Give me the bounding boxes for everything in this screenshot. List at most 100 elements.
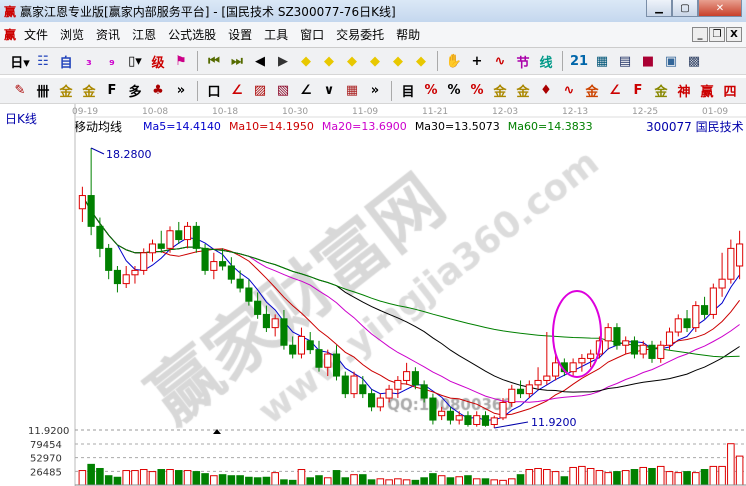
menu-item[interactable]: 设置 <box>228 28 253 42</box>
toolbar-button-icon[interactable]: ◆ <box>370 53 380 69</box>
toolbar-button-icon[interactable]: ☷ <box>37 53 49 69</box>
candle-body <box>376 397 384 408</box>
toolbar-button-icon[interactable]: ⏭ <box>231 53 243 69</box>
toolbar-button-icon[interactable]: » <box>176 83 186 98</box>
candle-body <box>648 344 656 359</box>
toolbar-button-icon[interactable]: 口 <box>207 85 221 100</box>
close-button[interactable]: ✕ <box>698 0 742 17</box>
toolbar-button-icon[interactable]: 日▾ <box>10 55 30 71</box>
toolbar-button-icon[interactable]: ◆ <box>301 53 311 69</box>
toolbar-button-icon[interactable]: F <box>107 83 117 98</box>
toolbar-button-icon[interactable]: F <box>633 83 643 98</box>
mdi-minimize-button[interactable]: _ <box>692 27 708 42</box>
toolbar-button-icon[interactable]: ▯▾ <box>128 53 142 69</box>
mdi-close-button[interactable]: X <box>726 27 742 42</box>
toolbar-button-icon[interactable]: 金 <box>82 85 96 100</box>
menu-item[interactable]: 资讯 <box>96 28 121 42</box>
candle-body <box>700 305 709 315</box>
toolbar-button-icon[interactable]: 金 <box>516 85 530 100</box>
toolbar-button-icon[interactable]: 自 <box>59 55 73 71</box>
toolbar-button-icon[interactable]: ▣ <box>664 53 678 69</box>
candle-body <box>657 344 665 359</box>
toolbar-button-icon[interactable]: 节 <box>516 55 530 71</box>
maximize-button[interactable]: ▢ <box>672 0 698 17</box>
toolbar-button-icon[interactable]: 金 <box>493 85 507 100</box>
candle-body <box>490 417 498 425</box>
toolbar-button-icon[interactable]: ∠ <box>231 83 243 98</box>
candle-body <box>578 357 586 364</box>
candle-body <box>297 335 306 355</box>
toolbar-button-icon[interactable]: 多 <box>128 85 142 100</box>
toolbar-button-icon[interactable]: ▧ <box>276 83 290 98</box>
toolbar-button-icon[interactable]: » <box>370 83 380 98</box>
toolbar-button-icon[interactable]: ◆ <box>347 53 357 69</box>
menu-item[interactable]: 帮助 <box>396 28 421 42</box>
menu-logo: 赢 <box>4 28 17 42</box>
toolbar-button-icon[interactable]: ◆ <box>416 53 426 69</box>
toolbar-button-icon[interactable]: % <box>424 83 438 98</box>
volume-bar <box>709 465 718 486</box>
toolbar-button-icon[interactable]: ▨ <box>253 83 267 98</box>
candle-body <box>350 375 358 395</box>
mdi-restore-button[interactable]: ❐ <box>709 27 725 42</box>
toolbar-button-icon[interactable]: 目 <box>401 85 415 100</box>
volume-bar <box>122 470 130 486</box>
candle-body <box>166 230 174 249</box>
toolbar-button-icon[interactable]: ⏮ <box>208 53 220 69</box>
toolbar-button-icon[interactable]: ♣ <box>152 83 164 98</box>
toolbar-button-icon[interactable]: ◀ <box>255 53 265 69</box>
toolbar-button-icon[interactable]: ◆ <box>324 53 334 69</box>
toolbar-button-icon[interactable]: 级 <box>151 55 165 71</box>
toolbar-button-icon[interactable]: ▤ <box>618 53 632 69</box>
toolbar-button-icon[interactable]: 线 <box>539 55 553 71</box>
toolbar-button-icon[interactable]: 神 <box>677 85 691 100</box>
toolbar-button-icon[interactable]: ✋ <box>445 53 463 69</box>
toolbar-button-icon[interactable]: ♦ <box>540 83 552 98</box>
toolbar-button-icon[interactable]: + <box>471 53 483 69</box>
toolbar-button-icon[interactable]: ₃ <box>86 53 92 69</box>
candle-body <box>140 252 148 271</box>
menu-item[interactable]: 交易委托 <box>336 28 385 42</box>
menu-item[interactable]: 江恩 <box>132 28 157 42</box>
toolbar-button-icon[interactable]: ∠ <box>609 83 621 98</box>
toolbar-button-icon[interactable]: ▶ <box>278 53 288 69</box>
menu-item[interactable]: 文件 <box>24 28 49 42</box>
volume-bar <box>350 474 358 486</box>
toolbar-button-icon[interactable]: ∨ <box>323 83 335 98</box>
toolbar-separator <box>437 51 438 71</box>
candle-body <box>289 344 297 355</box>
volume-bar <box>113 476 122 486</box>
toolbar-button-icon[interactable]: % <box>470 83 484 98</box>
menu-item[interactable]: 浏览 <box>60 28 85 42</box>
toolbar-button-icon[interactable]: 金 <box>654 85 668 100</box>
toolbar-button-icon[interactable]: ■ <box>641 53 655 69</box>
toolbar-button-icon[interactable]: 金 <box>59 85 73 100</box>
volume-bar <box>245 476 253 486</box>
toolbar-button-icon[interactable]: ∿ <box>563 83 575 98</box>
menu-item[interactable]: 工具 <box>264 28 289 42</box>
candle-body <box>709 287 717 315</box>
toolbar-button-icon[interactable]: 金 <box>585 85 599 100</box>
toolbar-button-icon[interactable]: ∿ <box>494 53 506 69</box>
minimize-button[interactable]: ▁ <box>646 0 672 17</box>
toolbar-button-icon[interactable]: ▦ <box>345 83 359 98</box>
toolbar-button-icon[interactable]: 四 <box>723 85 737 100</box>
ma10-line <box>81 195 740 416</box>
toolbar-button-icon[interactable]: 21 <box>569 53 589 69</box>
toolbar-button-icon[interactable]: % <box>447 83 461 98</box>
toolbar-button-icon[interactable]: ▩ <box>687 53 701 69</box>
volume-bar <box>402 479 411 486</box>
toolbar-button-icon[interactable]: ⚑ <box>175 53 187 69</box>
toolbar-button-icon[interactable]: 卌 <box>36 85 50 100</box>
toolbar-button-icon[interactable]: ✎ <box>14 83 26 98</box>
volume-bar <box>262 476 271 486</box>
toolbar-button-icon[interactable]: ₉ <box>109 53 115 69</box>
toolbar-separator <box>391 80 392 101</box>
toolbar-button-icon[interactable]: 赢 <box>700 85 714 100</box>
toolbar-button-icon[interactable]: ▦ <box>595 53 609 69</box>
toolbar-button-icon[interactable]: ◆ <box>393 53 403 69</box>
menu-item[interactable]: 公式选股 <box>168 28 217 42</box>
menu-item[interactable]: 窗口 <box>300 28 325 42</box>
kline-chart[interactable]: 日K线 移动均线 Ma5=14.4140 Ma10=14.1950 Ma20=13.… <box>0 104 746 486</box>
toolbar-button-icon[interactable]: ∠ <box>300 83 312 98</box>
